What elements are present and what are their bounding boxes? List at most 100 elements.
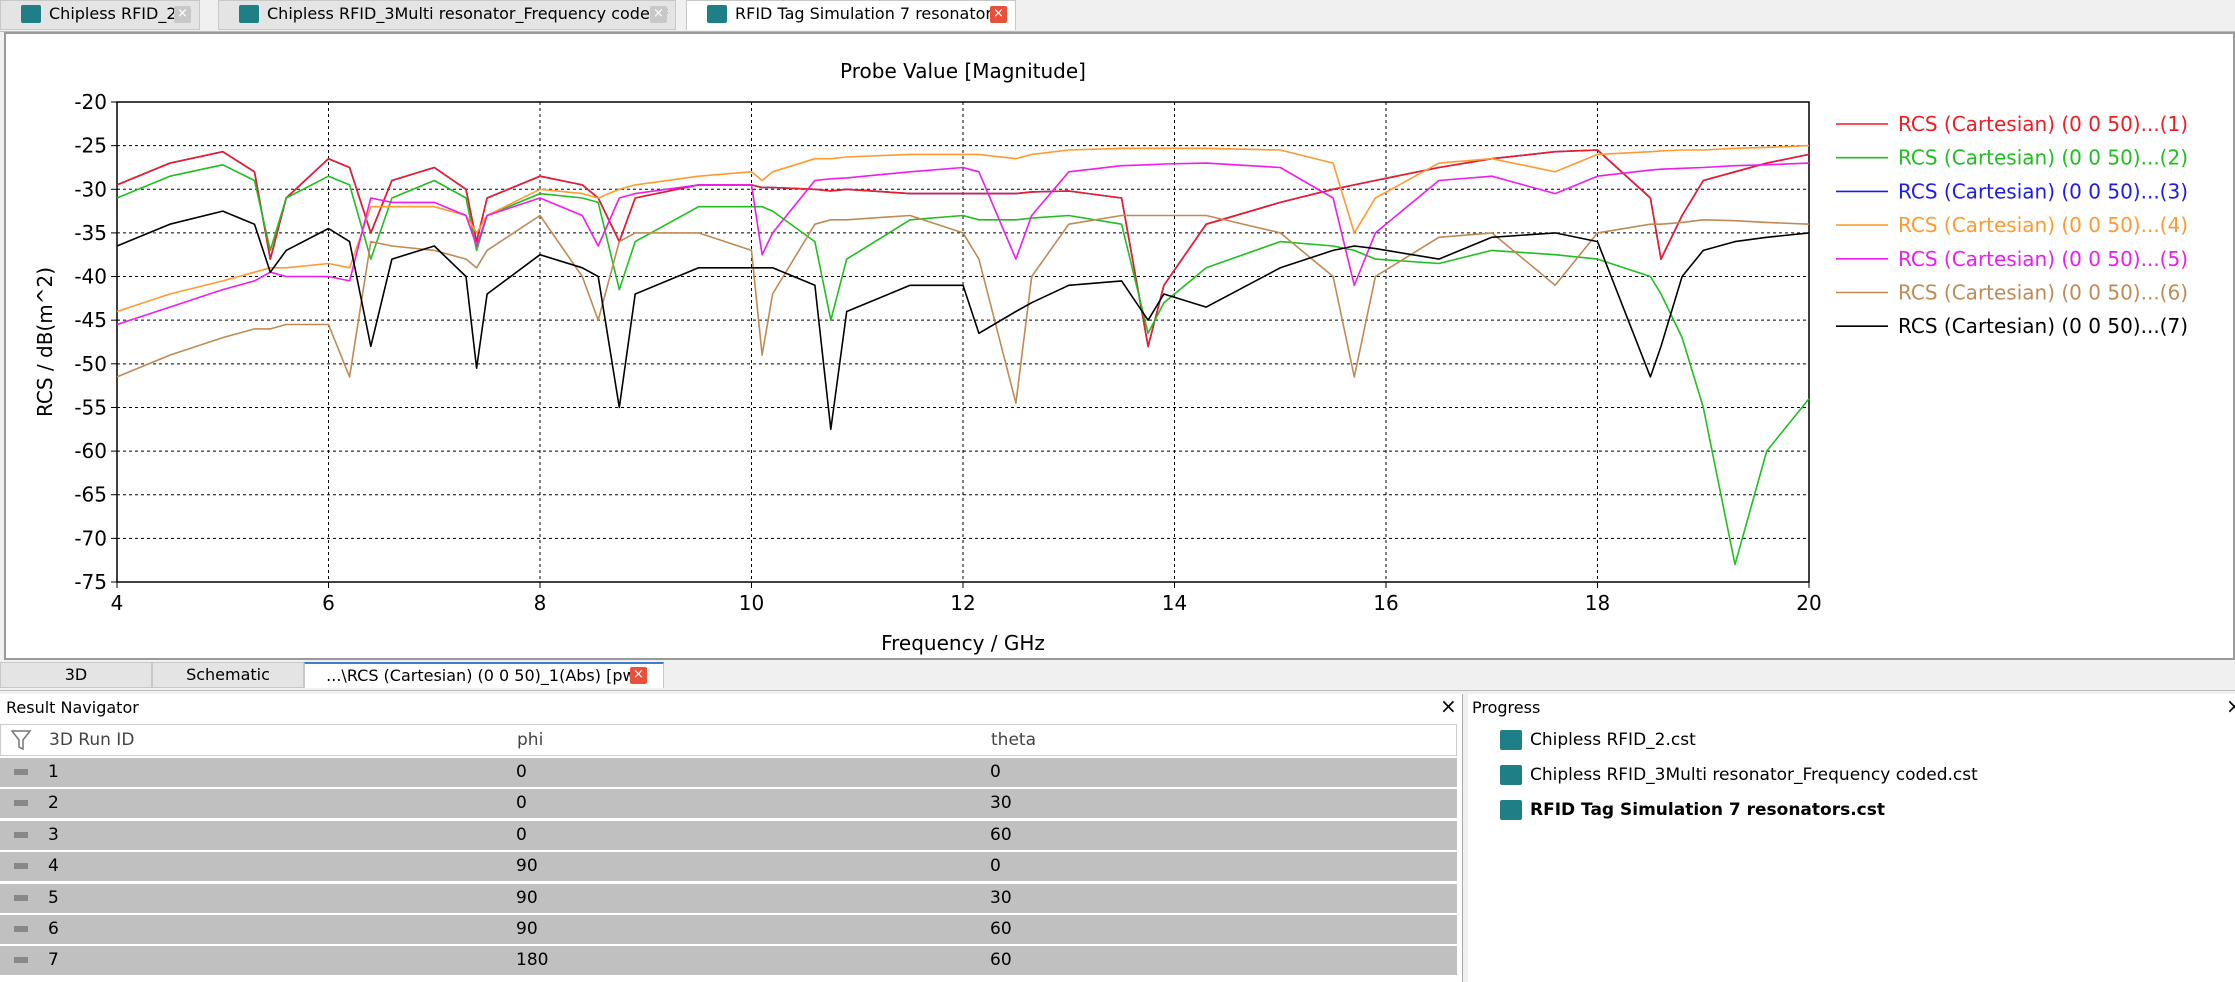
- table-cell: 5: [48, 887, 59, 908]
- legend-label: RCS (Cartesian) (0 0 50)...(6): [1898, 281, 2188, 305]
- series-line: [116, 164, 1810, 566]
- table-cell: 30: [990, 793, 1012, 814]
- y-tick-label: -45: [74, 308, 107, 332]
- row-icon: [14, 957, 28, 964]
- table-row[interactable]: 7 180 60: [0, 946, 1457, 976]
- x-tick-label: 12: [950, 591, 975, 615]
- progress-label: Chipless RFID_3Multi resonator_Frequency…: [1530, 765, 1978, 785]
- table-row[interactable]: 5 90 30: [0, 883, 1457, 913]
- table-cell: 4: [48, 856, 59, 877]
- table-row[interactable]: 2 0 30: [0, 789, 1457, 819]
- bottom-tab-bar: 3D Schematic ...\RCS (Cartesian) (0 0 50)_…: [0, 662, 2235, 691]
- tab[interactable]: 3D: [0, 662, 152, 688]
- filter-icon[interactable]: [9, 728, 33, 752]
- tab-close[interactable]: ×: [990, 6, 1007, 23]
- y-axis-label: RCS / dB(m^2): [33, 267, 57, 417]
- row-icon: [14, 926, 28, 932]
- chart: Probe Value [Magnitude] Frequency / GHz RC…: [33, 59, 2188, 655]
- series-line: [116, 210, 1810, 431]
- table-cell: 180: [516, 950, 549, 971]
- tab-label: Schematic: [186, 665, 270, 684]
- table-row[interactable]: 3 0 60: [0, 820, 1457, 850]
- tab-icon: [21, 5, 41, 23]
- y-tick-label: -40: [74, 265, 107, 289]
- tab-close[interactable]: ×: [630, 667, 647, 684]
- x-tick-label: 14: [1162, 591, 1187, 615]
- file-icon: [1500, 730, 1522, 750]
- table-cell: 7: [48, 950, 59, 971]
- y-tick-label: -60: [74, 439, 107, 463]
- progress-item[interactable]: Chipless RFID_3Multi resonator_Frequency…: [1500, 762, 1978, 788]
- x-tick-label: 18: [1585, 591, 1610, 615]
- close-button[interactable]: ×: [2226, 694, 2235, 718]
- table-cell: 0: [990, 762, 1001, 782]
- table-cell: 30: [990, 887, 1012, 908]
- progress-item[interactable]: Chipless RFID_2.cst: [1500, 727, 1696, 753]
- column-header[interactable]: phi: [517, 730, 544, 750]
- table-cell: 60: [990, 824, 1012, 845]
- tab[interactable]: Chipless RFID_2 ×: [0, 0, 200, 30]
- tab-icon: [707, 5, 727, 23]
- row-icon: [14, 831, 28, 838]
- y-tick-label: -75: [74, 570, 107, 594]
- tab-label: Chipless RFID_2: [49, 4, 177, 23]
- column-header[interactable]: 3D Run ID: [49, 730, 135, 750]
- x-tick-label: 6: [322, 591, 335, 615]
- row-icon: [14, 863, 28, 870]
- table-cell: 90: [516, 856, 538, 877]
- column-header[interactable]: theta: [991, 730, 1036, 750]
- x-tick-label: 4: [111, 591, 124, 615]
- series-line: [116, 162, 1810, 326]
- x-tick-label: 16: [1373, 591, 1398, 615]
- table-cell: 0: [516, 793, 527, 814]
- table-cell: 3: [48, 824, 59, 845]
- chart-title: Probe Value [Magnitude]: [840, 59, 1086, 83]
- series-line: [116, 149, 1810, 348]
- close-button[interactable]: ×: [1440, 694, 1457, 718]
- legend-label: RCS (Cartesian) (0 0 50)...(2): [1898, 146, 2188, 170]
- y-tick-label: -70: [74, 526, 107, 550]
- table-cell: 2: [48, 793, 59, 814]
- series-line: [116, 214, 1810, 404]
- file-icon: [1500, 800, 1522, 820]
- row-icon: [14, 800, 28, 807]
- x-axis-label: Frequency / GHz: [881, 631, 1045, 655]
- tab[interactable]: Schematic: [152, 662, 304, 688]
- y-tick-label: -35: [74, 221, 107, 245]
- tab[interactable]: RFID Tag Simulation 7 resonators ×: [686, 0, 1016, 30]
- tab-label: 3D: [64, 665, 88, 684]
- legend-label: RCS (Cartesian) (0 0 50)...(5): [1898, 247, 2188, 271]
- chart-panel: Probe Value [Magnitude] Frequency / GHz RC…: [4, 32, 2235, 660]
- x-tick-label: 20: [1796, 591, 1821, 615]
- progress-label: RFID Tag Simulation 7 resonators.cst: [1530, 800, 1885, 820]
- table-cell: 0: [516, 824, 527, 845]
- tab-label: RFID Tag Simulation 7 resonators: [735, 4, 1001, 23]
- table-cell: 0: [516, 762, 527, 782]
- table-row[interactable]: 4 90 0: [0, 852, 1457, 882]
- y-tick-label: -55: [74, 395, 107, 419]
- y-tick-label: -20: [74, 90, 107, 114]
- progress-panel: Progress × Chipless RFID_2.cst Chipless R…: [1468, 694, 2235, 982]
- y-tick-label: -25: [74, 134, 107, 158]
- y-tick-label: -30: [74, 177, 107, 201]
- table-row[interactable]: 1 0 0: [0, 758, 1457, 787]
- y-tick-label: -65: [74, 483, 107, 507]
- table-cell: 90: [516, 919, 538, 939]
- plot-frame: [116, 101, 1810, 583]
- table-row[interactable]: 6 90 60: [0, 915, 1457, 944]
- progress-item[interactable]: RFID Tag Simulation 7 resonators.cst: [1500, 797, 1885, 823]
- x-tick-label: 10: [739, 591, 764, 615]
- tab-close[interactable]: ×: [174, 6, 191, 23]
- progress-label: Chipless RFID_2.cst: [1530, 730, 1696, 750]
- table-cell: 60: [990, 950, 1012, 971]
- file-icon: [1500, 765, 1522, 785]
- tab[interactable]: ...\RCS (Cartesian) (0 0 50)_1(Abs) [pw]…: [304, 662, 664, 688]
- legend-label: RCS (Cartesian) (0 0 50)...(3): [1898, 179, 2188, 203]
- tab[interactable]: Chipless RFID_3Multi resonator_Frequency…: [218, 0, 676, 30]
- result-navigator: Result Navigator × 3D Run ID phi theta 1 0 0…: [0, 694, 1463, 982]
- tab-bar: Chipless RFID_2 × Chipless RFID_3Multi res…: [0, 0, 2235, 32]
- table-cell: 90: [516, 887, 538, 908]
- tab-close[interactable]: ×: [650, 6, 667, 23]
- tab-label: Chipless RFID_3Multi resonator_Frequency…: [267, 4, 668, 23]
- panel-title: Result Navigator: [6, 698, 139, 717]
